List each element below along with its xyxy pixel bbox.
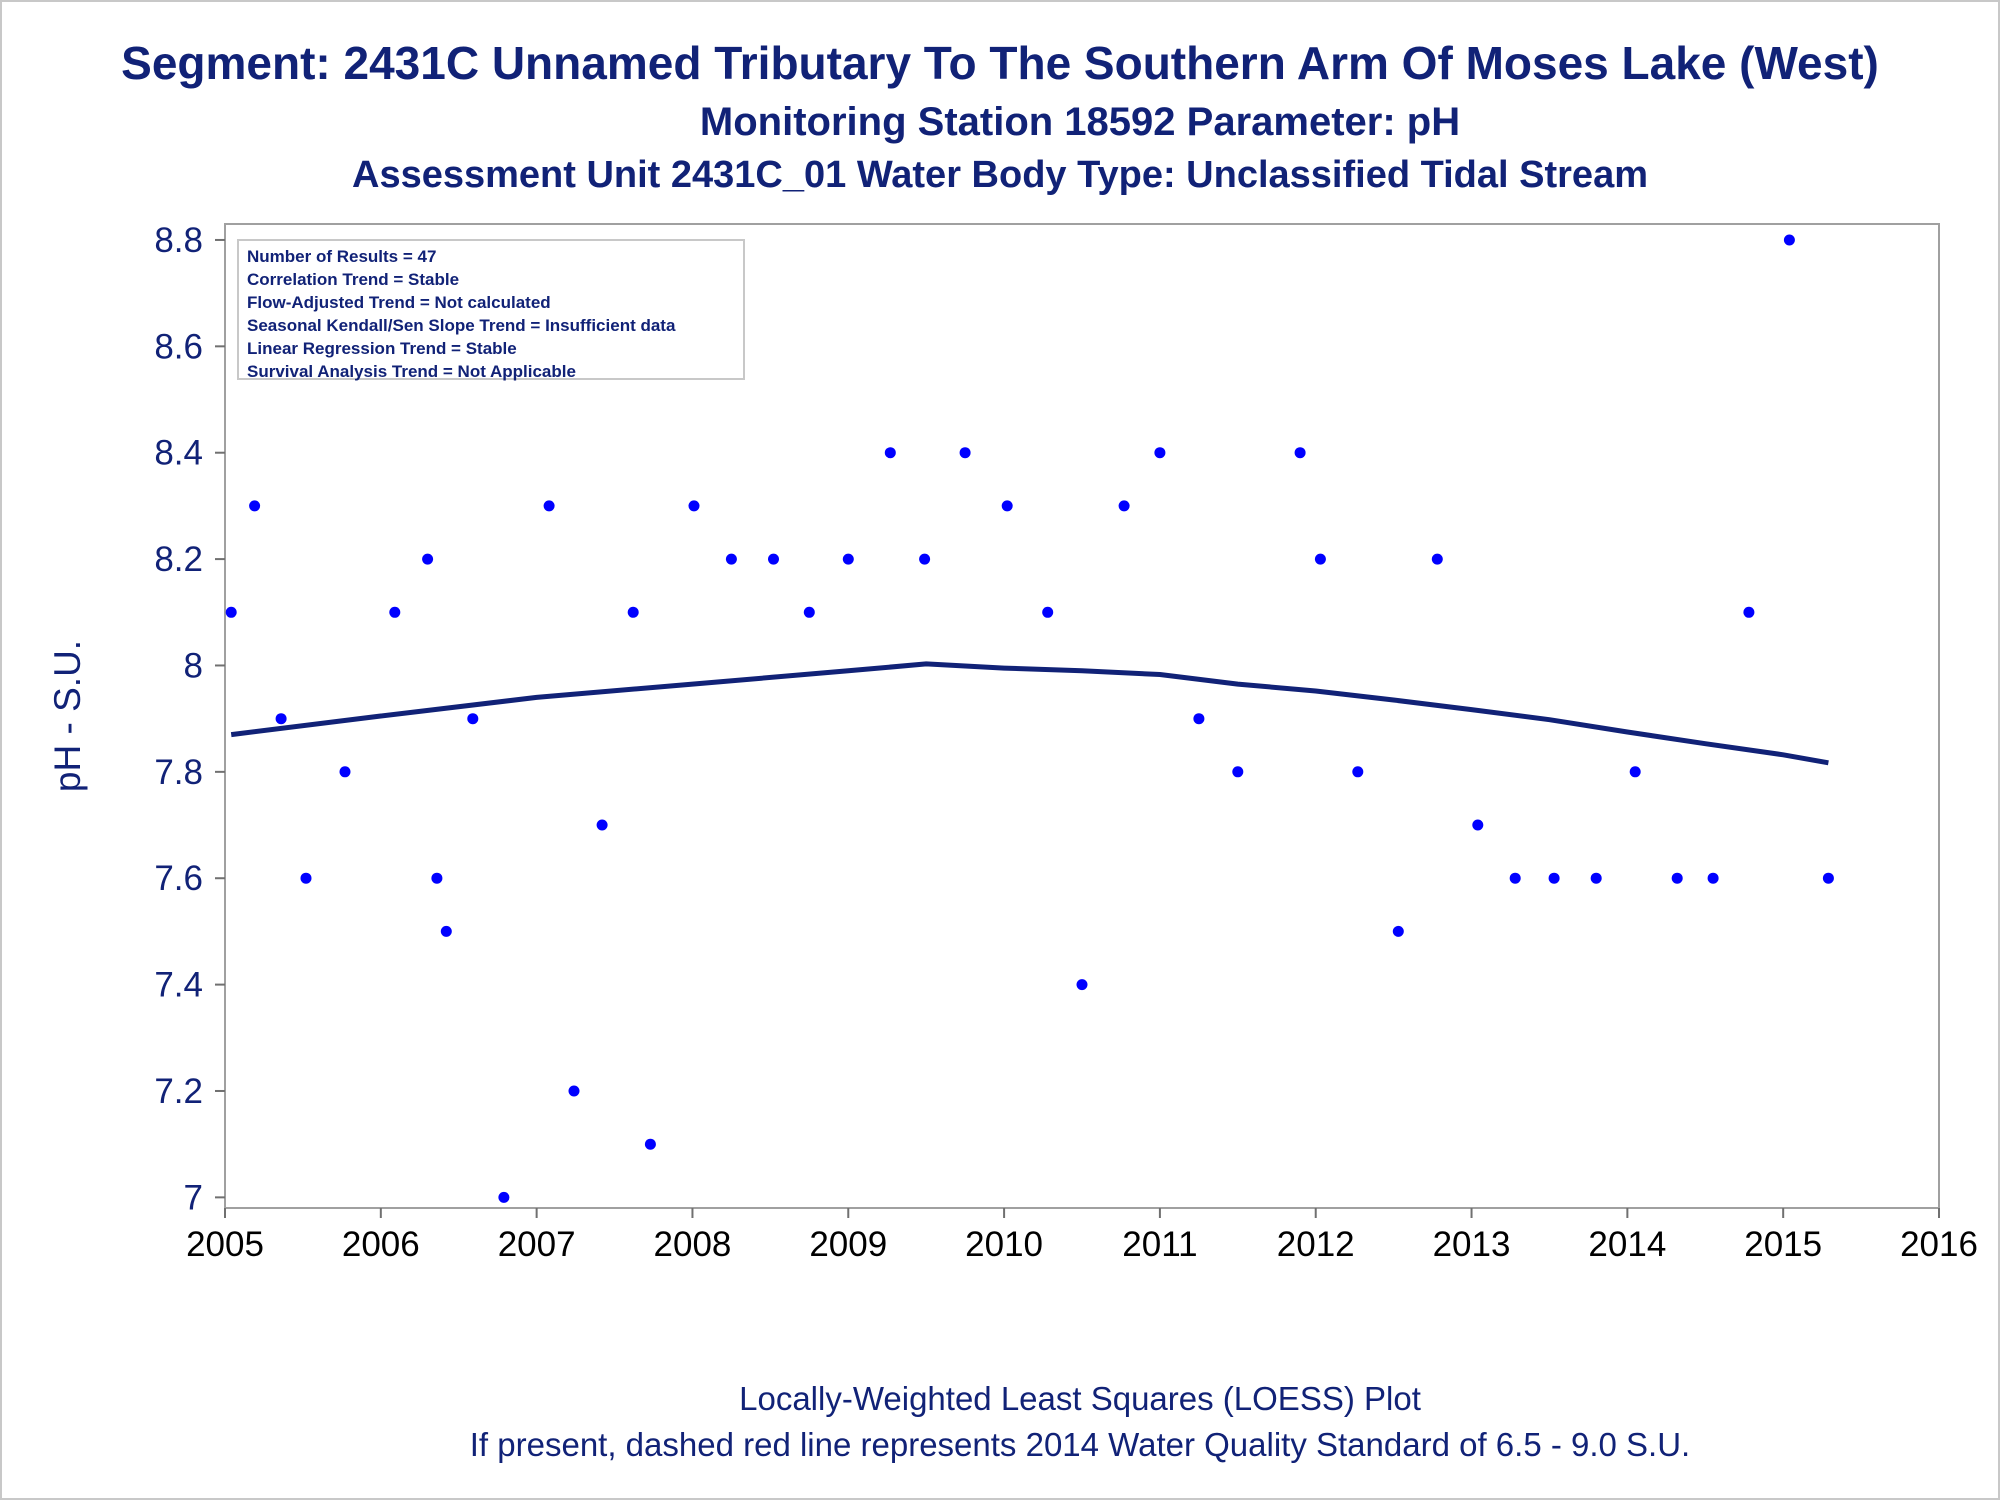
data-point bbox=[884, 447, 896, 459]
y-axis-label: pH - S.U. bbox=[47, 640, 88, 792]
data-point bbox=[568, 1085, 580, 1097]
x-tick-label: 2014 bbox=[1588, 1225, 1666, 1264]
data-point bbox=[688, 500, 700, 512]
y-tick-label: 8.4 bbox=[154, 434, 203, 473]
data-point bbox=[803, 606, 815, 618]
data-point bbox=[339, 766, 351, 778]
y-tick-label: 7 bbox=[184, 1178, 203, 1217]
data-point bbox=[1076, 979, 1088, 991]
data-point bbox=[644, 1138, 656, 1150]
data-point bbox=[1118, 500, 1130, 512]
data-point bbox=[1548, 872, 1560, 884]
data-point bbox=[1294, 447, 1306, 459]
data-point bbox=[1629, 766, 1641, 778]
data-point bbox=[919, 553, 931, 565]
x-tick-label: 2009 bbox=[809, 1225, 887, 1264]
data-point bbox=[1392, 925, 1404, 937]
y-tick-label: 8.8 bbox=[154, 221, 203, 260]
footnote-standard: If present, dashed red line represents 2… bbox=[469, 1426, 1691, 1463]
data-point bbox=[1154, 447, 1166, 459]
data-point bbox=[1671, 872, 1683, 884]
data-point bbox=[467, 713, 479, 725]
data-point bbox=[1783, 234, 1795, 246]
loess-line bbox=[230, 661, 1829, 766]
data-point bbox=[275, 713, 287, 725]
data-point bbox=[422, 553, 434, 565]
y-tick-label: 8 bbox=[184, 646, 203, 685]
data-point bbox=[225, 606, 237, 618]
data-point bbox=[596, 819, 608, 831]
data-point bbox=[1743, 606, 1755, 618]
x-tick-label: 2006 bbox=[342, 1225, 420, 1264]
y-tick-label: 7.4 bbox=[154, 966, 203, 1005]
x-tick-label: 2010 bbox=[965, 1225, 1043, 1264]
x-tick-label: 2007 bbox=[498, 1225, 576, 1264]
data-point bbox=[1352, 766, 1364, 778]
data-point bbox=[959, 447, 971, 459]
x-tick-label: 2011 bbox=[1122, 1225, 1197, 1264]
chart-title: Segment: 2431C Unnamed Tributary To The … bbox=[121, 37, 1879, 89]
y-tick-label: 7.6 bbox=[154, 859, 203, 898]
data-point bbox=[1431, 553, 1443, 565]
data-point bbox=[627, 606, 639, 618]
data-point bbox=[725, 553, 737, 565]
data-point bbox=[768, 553, 779, 565]
data-point bbox=[431, 872, 443, 884]
data-point bbox=[543, 500, 555, 512]
data-point bbox=[1707, 872, 1719, 884]
footnote-loess: Locally-Weighted Least Squares (LOESS) P… bbox=[739, 1380, 1421, 1417]
stats-line: Flow-Adjusted Trend = Not calculated bbox=[247, 293, 551, 312]
data-point bbox=[1590, 872, 1602, 884]
y-tick-label: 8.6 bbox=[154, 327, 203, 366]
data-point bbox=[249, 500, 261, 512]
data-point bbox=[1001, 500, 1013, 512]
x-tick-label: 2005 bbox=[186, 1225, 264, 1264]
x-tick-label: 2012 bbox=[1277, 1225, 1355, 1264]
data-point bbox=[440, 925, 452, 937]
plot-area-frame bbox=[224, 223, 1940, 1209]
data-point bbox=[1193, 713, 1205, 725]
x-tick-label: 2013 bbox=[1433, 1225, 1511, 1264]
data-point bbox=[1232, 766, 1244, 778]
chart-subtitle-assessment: Assessment Unit 2431C_01 Water Body Type… bbox=[352, 154, 1648, 196]
data-point bbox=[1822, 872, 1834, 884]
y-tick-label: 7.2 bbox=[154, 1072, 203, 1111]
chart-subtitle-station: Monitoring Station 18592 Parameter: pH bbox=[699, 100, 1461, 144]
x-tick-label: 2016 bbox=[1900, 1225, 1978, 1264]
x-tick-label: 2015 bbox=[1744, 1225, 1822, 1264]
x-tick-label: 2008 bbox=[654, 1225, 732, 1264]
data-point bbox=[1042, 606, 1054, 618]
stats-line: Survival Analysis Trend = Not Applicable bbox=[247, 362, 576, 381]
data-point bbox=[389, 606, 401, 618]
stats-line: Seasonal Kendall/Sen Slope Trend = Insuf… bbox=[247, 316, 676, 335]
stats-line: Number of Results = 47 bbox=[247, 247, 437, 266]
y-tick-label: 7.8 bbox=[154, 753, 203, 792]
stats-line: Correlation Trend = Stable bbox=[247, 270, 460, 289]
data-point bbox=[498, 1191, 510, 1203]
y-tick-label: 8.2 bbox=[154, 540, 203, 579]
stats-line: Linear Regression Trend = Stable bbox=[247, 339, 517, 358]
data-point bbox=[300, 872, 312, 884]
data-point bbox=[1314, 553, 1326, 565]
trend-stats-box: Number of Results = 47 Correlation Trend… bbox=[237, 239, 745, 381]
data-point bbox=[1509, 872, 1521, 884]
data-point bbox=[1472, 819, 1484, 831]
data-point bbox=[842, 553, 854, 565]
